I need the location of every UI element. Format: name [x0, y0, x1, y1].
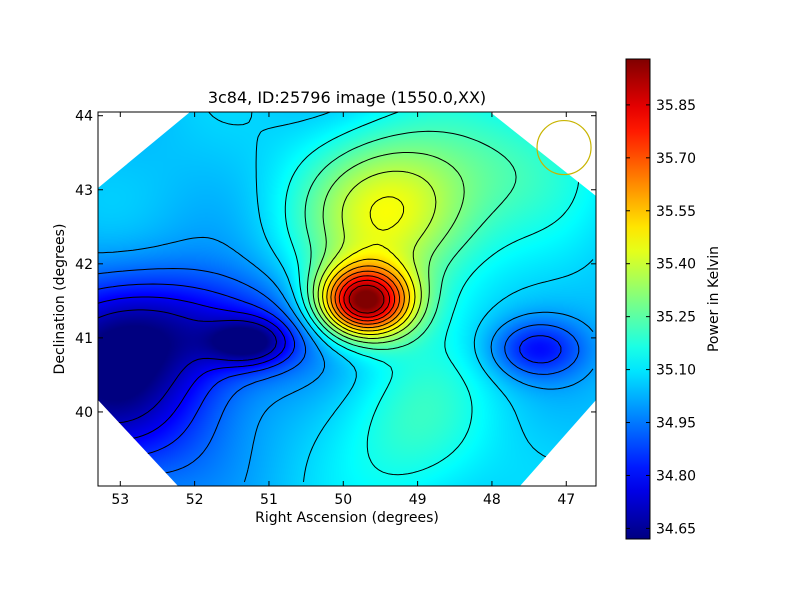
x-axis-label: Right Ascension (degrees): [255, 510, 439, 526]
x-tick-label: 50: [334, 492, 352, 508]
contour-line-16: [348, 284, 385, 314]
x-axis: 53 52 51 50 49 48 47: [111, 112, 575, 508]
colorbar-tick-label: 35.70: [656, 151, 696, 167]
colorbar-tick-label: 34.80: [656, 468, 696, 484]
contour-line-6: [284, 112, 580, 476]
colorbar-label: Power in Kelvin: [706, 246, 722, 352]
colorbar: 34.65 34.80 34.95 35.10 35.25 35.40 35.55 35.70…: [625, 58, 722, 540]
colorbar-tick-label: 34.65: [656, 521, 696, 537]
colorbar-tick-label: 35.25: [656, 310, 696, 326]
x-tick-label: 49: [409, 492, 427, 508]
chart-title: 3c84, ID:25796 image (1550.0,XX): [208, 88, 486, 107]
colorbar-tick-label: 35.85: [656, 98, 696, 114]
contour-line-9: [317, 170, 437, 339]
x-tick-label: 51: [260, 492, 278, 508]
colorbar-tick-label: 35.40: [656, 257, 696, 273]
beam-marker: [536, 119, 592, 176]
contour-line-7: [304, 130, 517, 350]
heatmap-image: [98, 112, 596, 486]
x-tick-label: 53: [111, 492, 129, 508]
y-tick-label: 41: [75, 331, 93, 347]
colorbar-tick-label: 35.55: [656, 204, 696, 220]
contour-line-11: [326, 258, 410, 332]
y-tick-label: 43: [75, 183, 93, 199]
colorbar-ticks: 34.65 34.80 34.95 35.10 35.25 35.40 35.55 35.70…: [626, 98, 696, 537]
contour-line-5: [208, 112, 594, 483]
y-tick-label: 40: [75, 405, 93, 421]
contour-line-4: [98, 236, 594, 483]
y-axis: 40 41 42 43 44: [75, 109, 596, 421]
contour-line-8: [312, 152, 465, 344]
colorbar-tick-label: 34.95: [656, 416, 696, 432]
axes-frame: [97, 111, 597, 487]
y-tick-label: 44: [75, 109, 93, 125]
x-tick-label: 52: [186, 492, 204, 508]
contour-lines: [98, 112, 594, 483]
contour-line-12: [330, 265, 405, 329]
x-tick-label: 48: [483, 492, 501, 508]
contour-line-10: [322, 196, 416, 335]
contour-line-3: [98, 268, 580, 478]
contour-line-13: [334, 270, 400, 325]
x-tick-label: 47: [557, 492, 575, 508]
colorbar-gradient: [625, 58, 651, 540]
y-axis-label: Declination (degrees): [52, 224, 68, 375]
contour-line-2: [98, 283, 562, 459]
heatmap-layer: [98, 112, 596, 486]
y-tick-label: 42: [75, 257, 93, 273]
contour-line-14: [338, 275, 396, 322]
colorbar-tick-label: 35.10: [656, 363, 696, 379]
contour-line-1: [98, 296, 286, 441]
contour-line-15: [343, 279, 390, 318]
